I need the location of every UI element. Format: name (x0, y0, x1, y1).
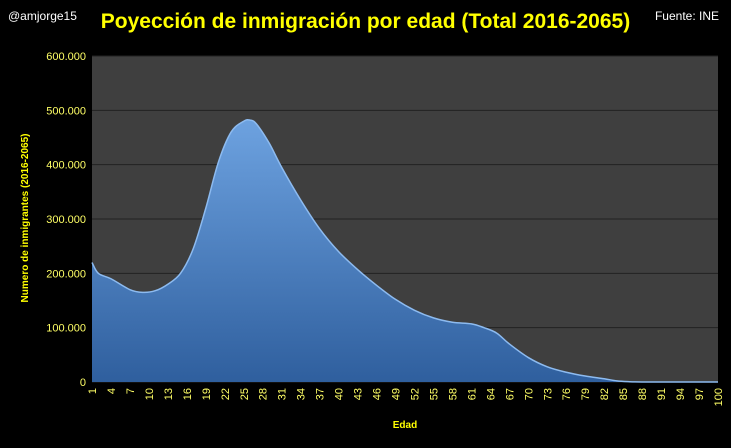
chart-title: Poyección de inmigración por edad (Total… (100, 10, 631, 33)
x-tick-label: 100 (713, 388, 725, 406)
x-tick-label: 40 (334, 388, 346, 400)
x-tick-label: 97 (694, 388, 706, 400)
x-tick-label: 34 (296, 388, 308, 400)
x-tick-label: 82 (599, 388, 611, 400)
x-tick-label: 76 (561, 388, 573, 400)
x-tick-label: 94 (675, 388, 687, 400)
x-tick-label: 1 (87, 388, 99, 394)
immigration-area (92, 119, 718, 383)
x-tick-label: 7 (125, 388, 137, 394)
x-tick-label: 46 (372, 388, 384, 400)
x-tick-label: 43 (353, 388, 365, 400)
x-tick-label: 19 (201, 388, 213, 400)
x-tick-label: 22 (220, 388, 232, 400)
y-tick-label: 0 (80, 377, 86, 389)
y-tick-label: 200.000 (46, 268, 86, 280)
x-tick-label: 31 (277, 388, 289, 400)
x-tick-label: 4 (106, 388, 118, 394)
immigration-line (91, 118, 718, 383)
y-axis-label: Numero de inmigrantes (2016-2065) (20, 134, 31, 303)
y-tick-label: 300.000 (46, 214, 86, 226)
x-tick-label: 13 (163, 388, 175, 400)
x-tick-label: 52 (409, 388, 421, 400)
x-tick-labels: 1 4 7 10 13 16 19 22 25 28 31 34 37 40 43 46 49 52 55 58 61 6… (87, 388, 725, 406)
x-tick-label: 37 (315, 388, 327, 400)
x-tick-label: 61 (466, 388, 478, 400)
source-label: Fuente: INE (654, 9, 719, 23)
x-tick-label: 10 (144, 388, 156, 400)
x-tick-label: 91 (656, 388, 668, 400)
y-tick-label: 600.000 (46, 51, 86, 63)
x-tick-label: 28 (258, 388, 270, 400)
x-tick-label: 79 (580, 388, 592, 400)
y-tick-label: 500.000 (46, 105, 86, 117)
x-tick-label: 70 (523, 388, 535, 400)
x-tick-label: 64 (485, 388, 497, 400)
author-handle: @amjorge15 (8, 9, 77, 23)
x-tick-label: 88 (637, 388, 649, 400)
x-tick-label: 55 (428, 388, 440, 400)
x-axis-label: Edad (393, 420, 417, 431)
x-tick-label: 85 (618, 388, 630, 400)
y-tick-labels: 0 100.000 200.000 300.000 400.000 500.000 600.… (46, 51, 86, 389)
y-tick-label: 400.000 (46, 160, 86, 172)
x-tick-label: 25 (239, 388, 251, 400)
x-tick-label: 73 (542, 388, 554, 400)
x-tick-label: 58 (447, 388, 459, 400)
x-tick-label: 49 (391, 388, 403, 400)
y-tick-label: 100.000 (46, 323, 86, 335)
x-tick-label: 67 (504, 388, 516, 400)
x-tick-label: 16 (182, 388, 194, 400)
